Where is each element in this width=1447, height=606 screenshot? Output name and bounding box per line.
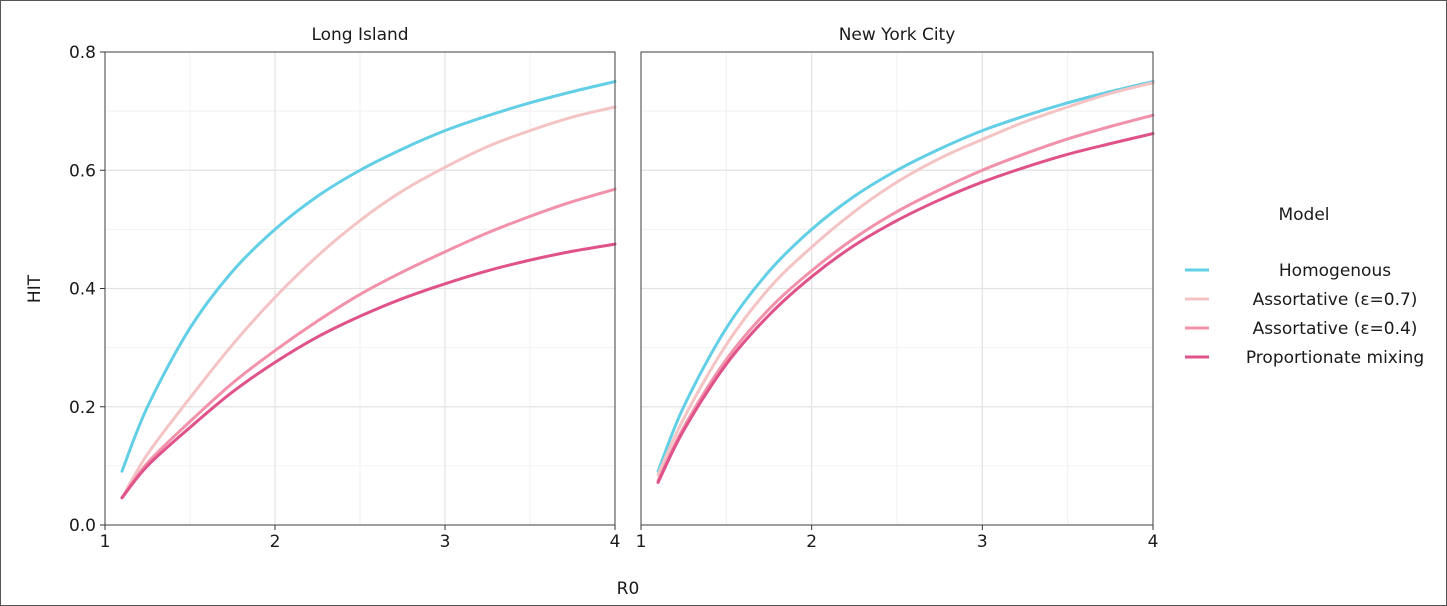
x-tick-label: 4 <box>1148 532 1159 552</box>
facet-panel-new-york-city <box>640 51 1155 526</box>
legend-label-proportionate-mixing: Proportionate mixing <box>1246 348 1424 368</box>
x-tick-label: 3 <box>977 532 988 552</box>
x-tick-label: 2 <box>806 532 817 552</box>
y-tick-label: 0.6 <box>69 161 96 181</box>
legend-title: Model <box>1278 205 1329 225</box>
x-tick-label: 1 <box>100 532 111 552</box>
x-tick-label: 4 <box>610 532 621 552</box>
y-tick-label: 0.0 <box>69 516 96 536</box>
series-line-proportionate-mixing-new-york-city <box>656 132 1155 484</box>
legend-entry-assortative-0-4: Assortative (ε=0.4) <box>1185 319 1417 339</box>
series-line-assortative-0-4-long-island <box>120 187 617 500</box>
legend-label-assortative-0-7: Assortative (ε=0.7) <box>1253 290 1418 310</box>
legend-label-homogenous: Homogenous <box>1279 261 1391 281</box>
series-line-proportionate-mixing-long-island <box>120 242 617 500</box>
series-line-homogenous-long-island <box>120 80 617 473</box>
y-tick-label: 0.2 <box>69 398 96 418</box>
series-line-homogenous-new-york-city <box>656 80 1155 473</box>
legend: Model Homogenous Assortative (ε=0.7) Assor… <box>1185 205 1424 368</box>
legend-entry-homogenous: Homogenous <box>1185 261 1391 281</box>
x-tick-label: 2 <box>270 532 281 552</box>
legend-entry-proportionate-mixing: Proportionate mixing <box>1185 348 1424 368</box>
series-line-assortative-0-7-long-island <box>120 105 617 500</box>
facet-title-new-york-city: New York City <box>839 25 956 45</box>
legend-label-assortative-0-4: Assortative (ε=0.4) <box>1253 319 1418 339</box>
y-tick-label: 0.8 <box>69 43 96 63</box>
facet-title-long-island: Long Island <box>311 25 408 45</box>
x-tick-label: 3 <box>440 532 451 552</box>
panel-border-new-york-city <box>640 51 1154 526</box>
series-line-assortative-0-7-new-york-city <box>656 81 1155 477</box>
y-tick-label: 0.4 <box>69 280 96 300</box>
facet-panel-long-island <box>104 51 617 526</box>
legend-entries: Homogenous Assortative (ε=0.7) Assortative… <box>1185 261 1424 368</box>
legend-entry-assortative-0-7: Assortative (ε=0.7) <box>1185 290 1417 310</box>
x-axis-title: R0 <box>617 579 640 599</box>
y-axis-title: HIT <box>25 274 45 303</box>
y-axis-ticks: 0.0 0.2 0.4 0.6 0.8 <box>69 43 105 536</box>
series-line-assortative-0-4-new-york-city <box>656 113 1155 483</box>
x-tick-label: 1 <box>636 532 647 552</box>
